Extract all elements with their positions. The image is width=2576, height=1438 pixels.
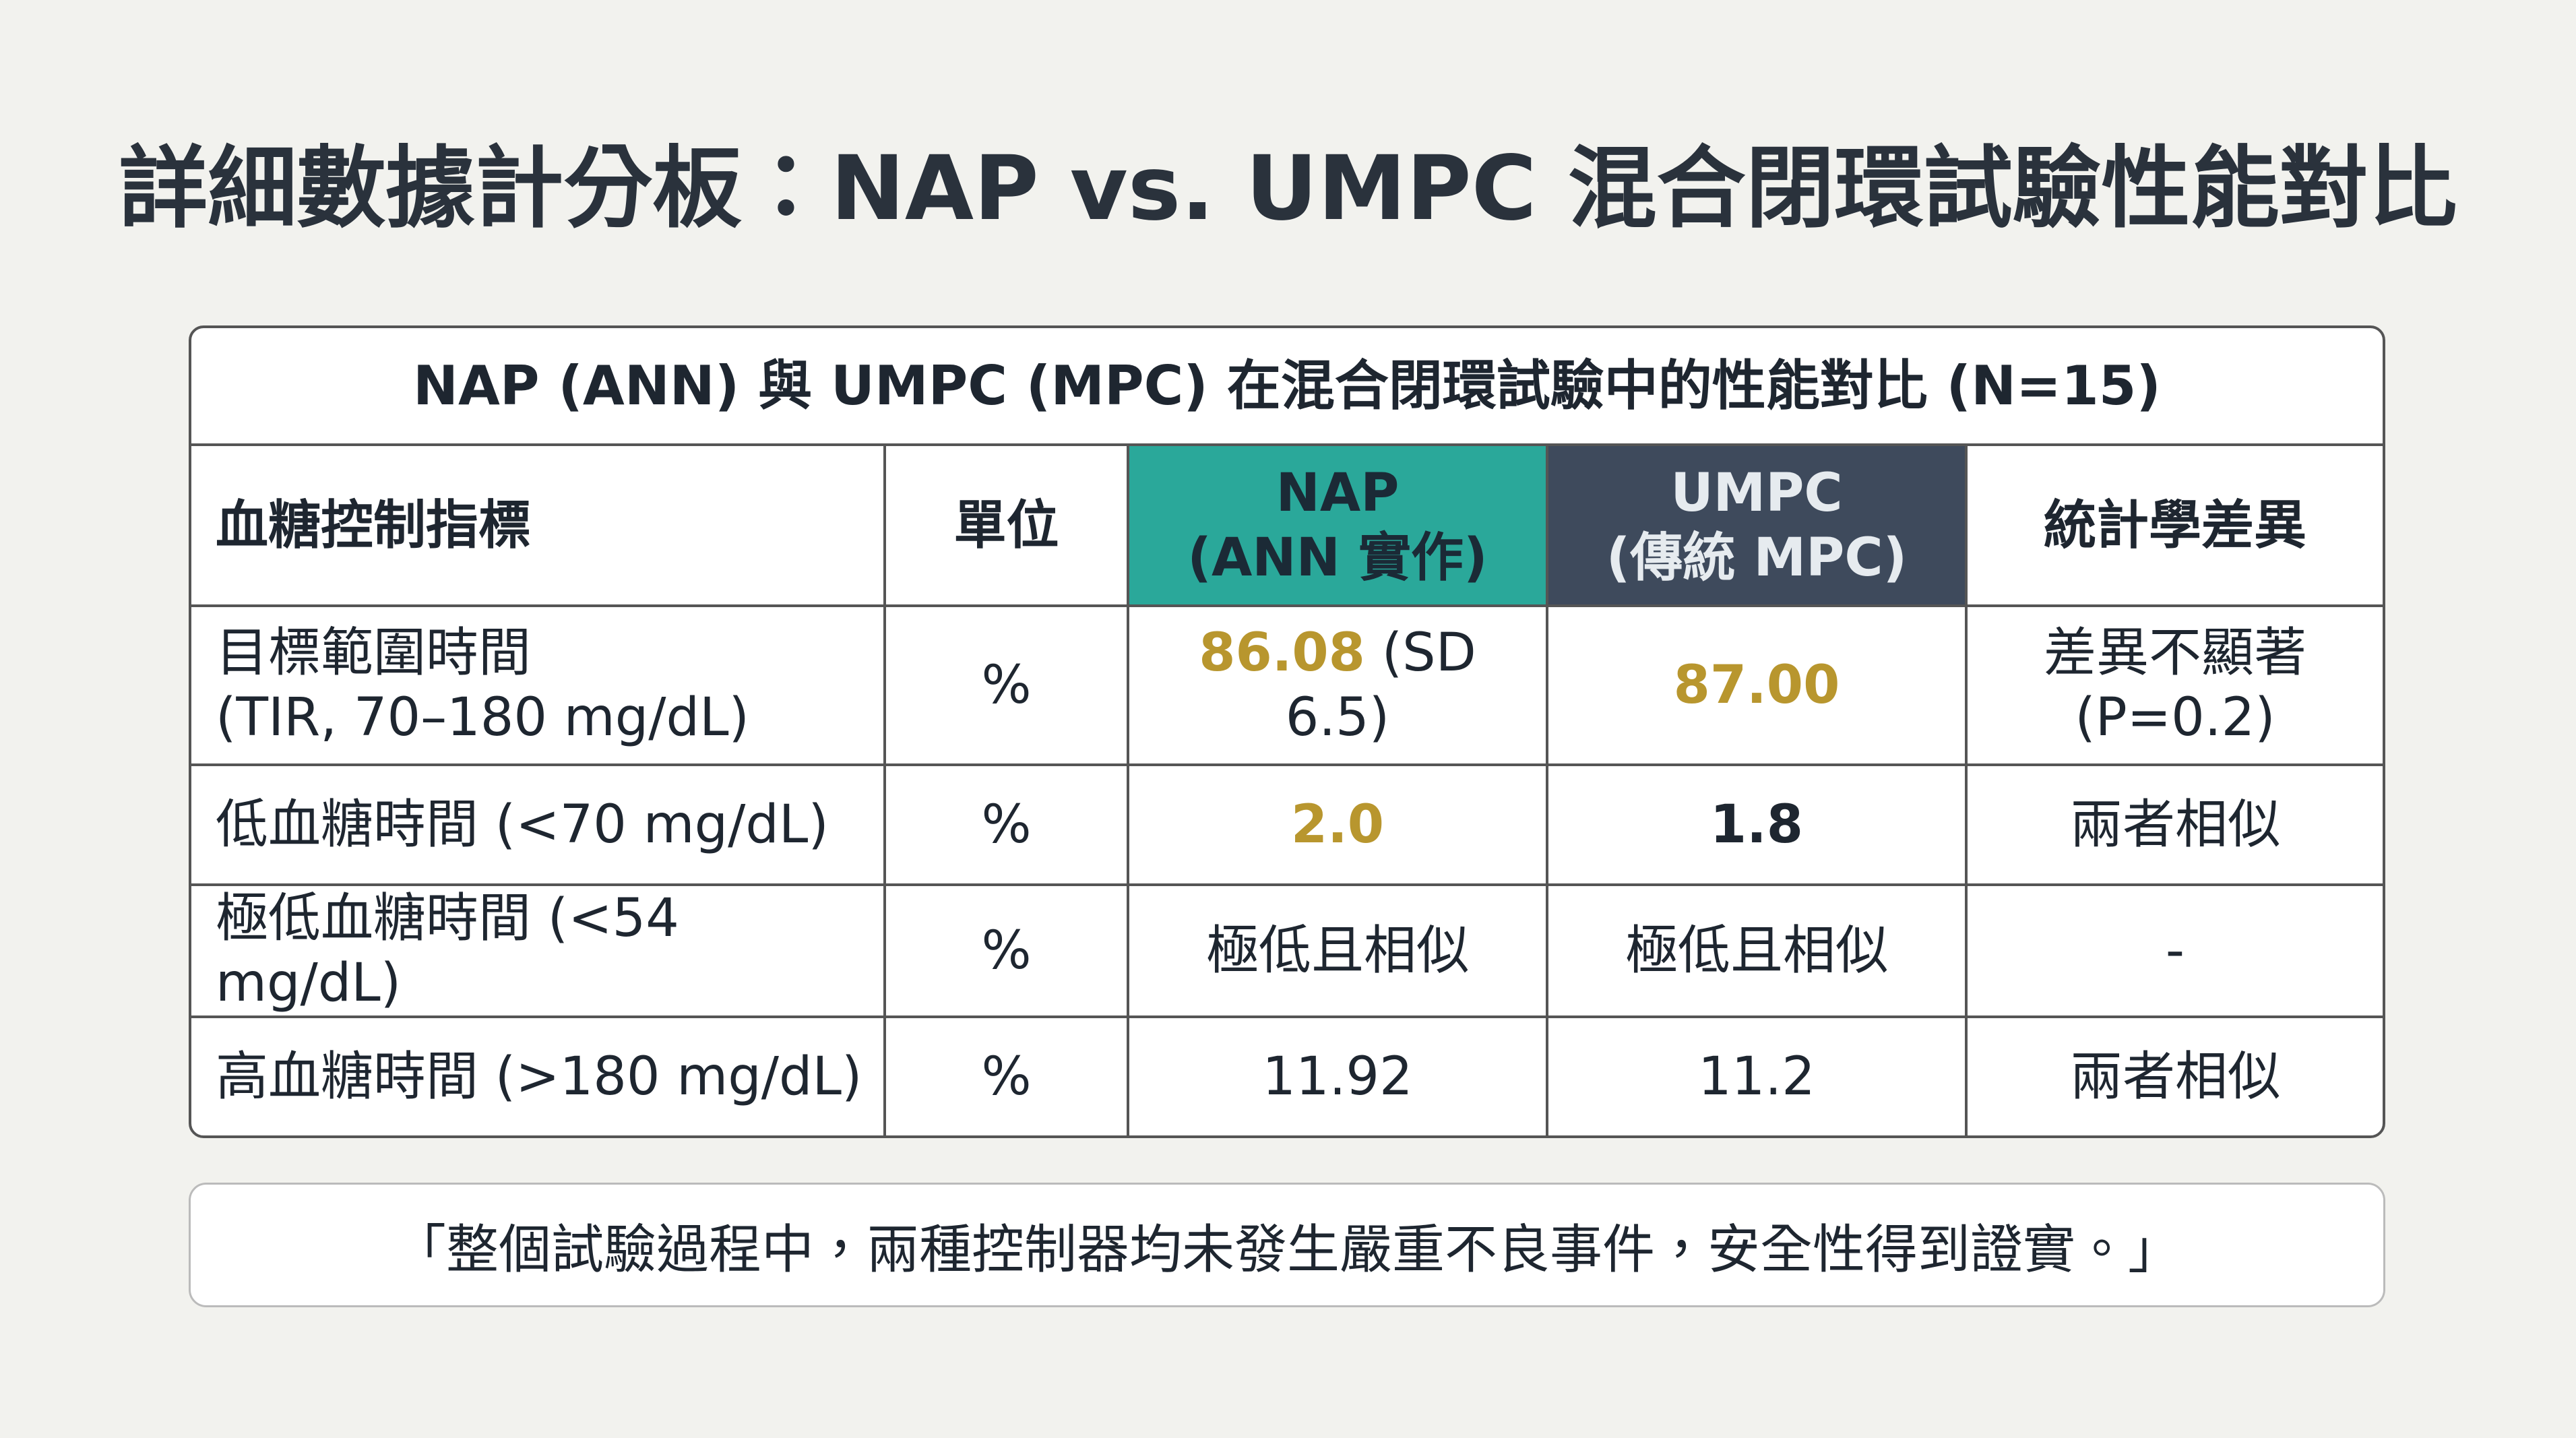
cell-line: (P=0.2) (2075, 687, 2275, 748)
table-row: 低血糖時間 (<70 mg/dL) % 2.0 1.8 兩者相似 (191, 763, 2383, 886)
table-row: 目標範圍時間 (TIR, 70–180 mg/dL) % 86.08 (SD 6.… (191, 604, 2383, 766)
header-line: (ANN 實作) (1187, 527, 1488, 588)
comparison-table: NAP (ANN) 與 UMPC (MPC) 在混合閉環試驗中的性能對比 (N=… (191, 328, 2383, 1135)
cell: 低血糖時間 (<70 mg/dL) (191, 763, 886, 886)
header-cell: 血糖控制指標 (191, 443, 886, 607)
cell-value: 86.08 (1199, 623, 1365, 683)
table-row: 高血糖時間 (>180 mg/dL) % 11.92 11.2 兩者相似 (191, 1015, 2383, 1135)
page-title: 詳細數據計分板：NAP vs. UMPC 混合閉環試驗性能對比 (119, 137, 2457, 241)
cell: 2.0 (1127, 763, 1548, 886)
cell: 目標範圍時間 (TIR, 70–180 mg/dL) (191, 604, 886, 766)
cell-line: 目標範圍時間 (216, 623, 532, 683)
cell-line: 差異不顯著 (2043, 623, 2306, 683)
table-caption: NAP (ANN) 與 UMPC (MPC) 在混合閉環試驗中的性能對比 (N=… (191, 328, 2383, 446)
cell: 11.2 (1546, 1015, 1968, 1135)
table-row: 極低血糖時間 (<54 mg/dL) % 極低且相似 極低且相似 - (191, 883, 2383, 1018)
header-line: NAP (1276, 462, 1400, 524)
caption-row: NAP (ANN) 與 UMPC (MPC) 在混合閉環試驗中的性能對比 (N=… (191, 328, 2383, 446)
cell: - (1965, 883, 2383, 1018)
header-cell: NAP (ANN 實作) (1127, 443, 1548, 607)
header-cell: 單位 (883, 443, 1129, 607)
cell: 差異不顯著 (P=0.2) (1965, 604, 2383, 766)
cell: % (883, 604, 1129, 766)
cell-line: (TIR, 70–180 mg/dL) (216, 687, 749, 748)
cell: 1.8 (1546, 763, 1968, 886)
cell: 兩者相似 (1965, 763, 2383, 886)
cell: % (883, 763, 1129, 886)
cell: 極低且相似 (1127, 883, 1548, 1018)
cell: 極低且相似 (1546, 883, 1968, 1018)
cell: 87.00 (1546, 604, 1968, 766)
table-frame: NAP (ANN) 與 UMPC (MPC) 在混合閉環試驗中的性能對比 (N=… (189, 325, 2385, 1138)
cell-note: (SD 6.5) (1285, 623, 1476, 748)
cell: % (883, 883, 1129, 1018)
cell: 86.08 (SD 6.5) (1127, 604, 1548, 766)
cell: % (883, 1015, 1129, 1135)
header-line: (傳統 MPC) (1606, 527, 1908, 588)
cell: 極低血糖時間 (<54 mg/dL) (191, 883, 886, 1018)
cell: 兩者相似 (1965, 1015, 2383, 1135)
cell: 高血糖時間 (>180 mg/dL) (191, 1015, 886, 1135)
header-cell: UMPC (傳統 MPC) (1546, 443, 1968, 607)
cell: 11.92 (1127, 1015, 1548, 1135)
header-row: 血糖控制指標 單位 NAP (ANN 實作) UMPC (傳統 MPC) 統計學差異 (191, 443, 2383, 607)
footer-note: 「整個試驗過程中，兩種控制器均未發生嚴重不良事件，安全性得到證實。」 (189, 1183, 2385, 1307)
header-line: UMPC (1670, 462, 1843, 524)
header-cell: 統計學差異 (1965, 443, 2383, 607)
